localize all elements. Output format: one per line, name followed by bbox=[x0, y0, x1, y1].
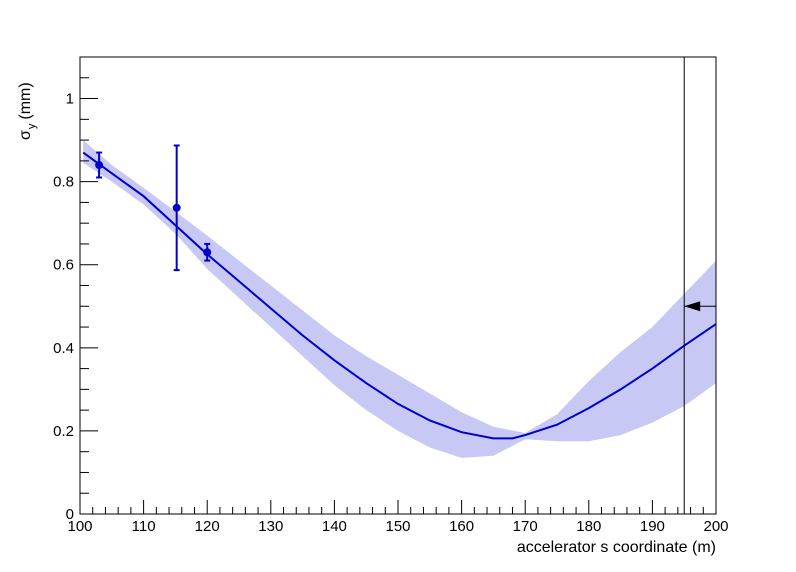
confidence-band bbox=[83, 140, 716, 458]
y-tick-label: 0.2 bbox=[53, 423, 74, 440]
data-point-marker bbox=[203, 248, 212, 257]
fit-line bbox=[82, 151, 717, 440]
y-tick-label: 0.4 bbox=[53, 340, 74, 357]
y-tick-label: 1 bbox=[66, 91, 74, 108]
x-tick-label: 190 bbox=[640, 518, 665, 535]
measurement-points bbox=[95, 144, 212, 272]
data-point bbox=[172, 144, 181, 272]
fit-curve bbox=[82, 151, 717, 440]
data-point bbox=[203, 242, 212, 262]
x-tick-label: 160 bbox=[449, 518, 474, 535]
data-point-marker bbox=[95, 161, 104, 170]
x-tick-label: 140 bbox=[322, 518, 347, 535]
x-tick-label: 100 bbox=[67, 518, 92, 535]
x-tick-label: 120 bbox=[195, 518, 220, 535]
data-point bbox=[95, 151, 104, 179]
y-axis-label-symbol: σ bbox=[17, 130, 34, 140]
y-axis-label-unit: (mm) bbox=[17, 82, 34, 119]
y-tick-label: 0.6 bbox=[53, 257, 74, 274]
x-axis-label: accelerator s coordinate (m) bbox=[517, 539, 716, 556]
x-tick-label: 130 bbox=[258, 518, 283, 535]
x-tick-label: 150 bbox=[385, 518, 410, 535]
annotations bbox=[683, 57, 716, 514]
y-tick-label: 0 bbox=[66, 506, 74, 523]
plot-frame bbox=[79, 56, 717, 515]
x-axis: 100 110 120 130 140 150 160 170 180 190 200 bbox=[67, 500, 729, 535]
x-tick-label: 110 bbox=[132, 518, 156, 535]
x-tick-label: 170 bbox=[513, 518, 538, 535]
arrow-icon bbox=[684, 301, 701, 312]
confidence-band-area bbox=[83, 140, 716, 458]
y-tick-label: 0.8 bbox=[53, 174, 74, 191]
y-axis-label-subscript: y bbox=[26, 123, 38, 129]
y-axis-label: σy (mm) bbox=[17, 82, 38, 140]
y-axis: 0 0.2 0.4 0.6 0.8 1 bbox=[53, 56, 98, 523]
x-tick-label: 200 bbox=[703, 518, 728, 535]
data-point-marker bbox=[172, 203, 181, 212]
x-tick-label: 180 bbox=[576, 518, 601, 535]
